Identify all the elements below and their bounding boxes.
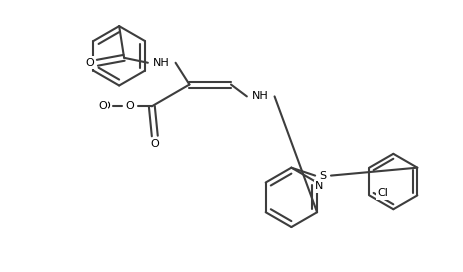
Text: O: O <box>150 139 159 149</box>
Text: Cl: Cl <box>378 188 388 198</box>
Text: NH: NH <box>252 91 269 101</box>
Text: S: S <box>319 171 326 181</box>
Text: O: O <box>85 58 94 68</box>
Text: O: O <box>98 101 106 111</box>
Text: O: O <box>101 101 110 111</box>
Text: N: N <box>315 181 323 191</box>
Text: NH: NH <box>153 58 170 68</box>
Text: O: O <box>125 101 134 111</box>
